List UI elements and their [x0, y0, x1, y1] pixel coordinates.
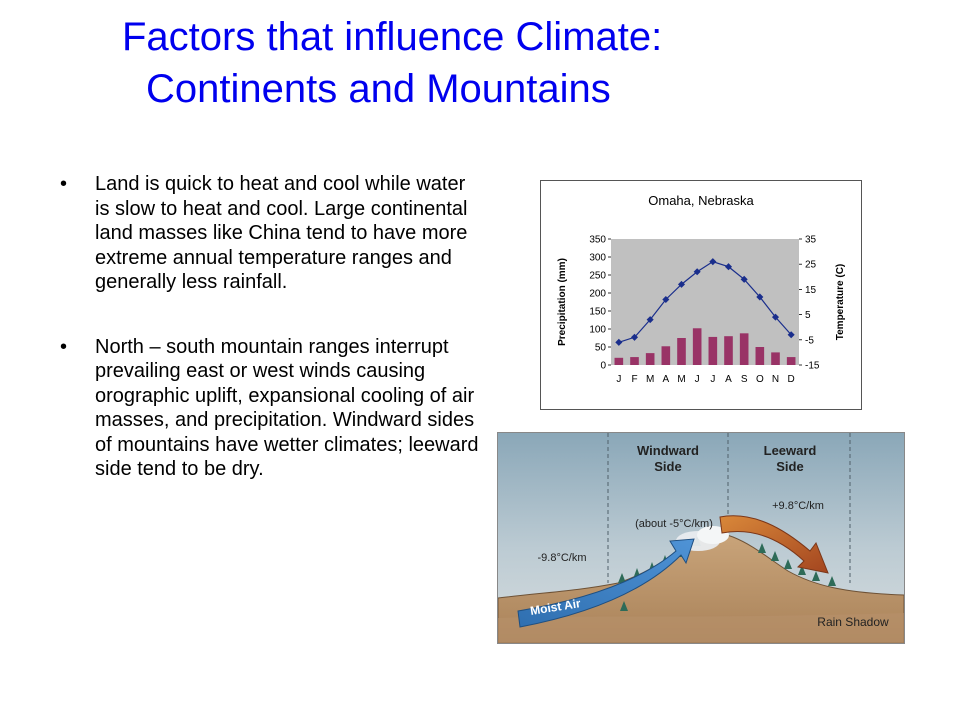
bullet-text: North – south mountain ranges interrupt … [95, 335, 479, 481]
x-tick-label: N [772, 374, 779, 385]
orographic-diagram: Windward Side Leeward Side +9.8°C/km (ab… [497, 432, 905, 644]
precipitation-bar [630, 357, 639, 365]
windward-label-line1: Windward [637, 443, 699, 458]
precipitation-bar [677, 338, 686, 365]
bullet-text: Land is quick to heat and cool while wat… [95, 173, 468, 293]
x-tick-label: M [646, 374, 654, 385]
temperature-point [771, 313, 780, 321]
x-tick-label: D [788, 374, 795, 385]
y-tick-label-left: 250 [589, 271, 606, 282]
precipitation-bar [708, 336, 718, 365]
windward-lapse-rate: -9.8°C/km [537, 552, 586, 564]
title-line-1: Factors that influence Climate: [122, 15, 663, 59]
bullet-point: • [60, 173, 68, 195]
precipitation-bar [771, 352, 780, 365]
bullet-item-continents: • Land is quick to heat and cool while w… [60, 172, 480, 295]
y-tick-label-left: 50 [595, 343, 607, 354]
y-tick-label-left: 300 [589, 253, 606, 264]
orographic-diagram-svg: Windward Side Leeward Side +9.8°C/km (ab… [498, 433, 904, 643]
precipitation-bar [661, 346, 671, 365]
bullet-point: • [60, 335, 68, 358]
y-axis-label-right: Temperature (C) [835, 264, 846, 341]
x-tick-label: A [725, 374, 732, 385]
precipitation-bar [614, 357, 624, 365]
precipitation-bar [724, 336, 733, 365]
x-tick-label: A [662, 374, 669, 385]
cloud-top [697, 526, 729, 544]
x-tick-label: J [710, 374, 715, 385]
climate-chart-svg: Omaha, Nebraska 350 300 250 200 150 100 50 0 35… [557, 193, 846, 385]
leeward-lapse-rate: +9.8°C/km [772, 500, 824, 512]
y-tick-label-left: 100 [589, 325, 606, 336]
x-tick-label: S [741, 374, 748, 385]
y-tick-label-left: 200 [589, 289, 606, 300]
precipitation-bar [755, 347, 765, 365]
y-tick-label-right: -5 [805, 335, 814, 346]
bullet-list: • Land is quick to heat and cool while w… [60, 172, 480, 522]
y-tick-label-right: 15 [805, 285, 817, 296]
leeward-label-line1: Leeward [764, 443, 817, 458]
y-tick-label-left: 150 [589, 307, 606, 318]
chart-title: Omaha, Nebraska [648, 193, 754, 208]
y-axis-label-left: Precipitation (mm) [557, 258, 568, 346]
climate-chart: Omaha, Nebraska 350 300 250 200 150 100 50 0 35… [540, 180, 862, 410]
leeward-label-line2: Side [776, 459, 803, 474]
foreground-land [498, 613, 904, 643]
dry-air-arrow [719, 515, 829, 574]
bullet-item-mountains: • North – south mountain ranges interrup… [60, 335, 480, 482]
y-tick-label-right: 5 [805, 310, 811, 321]
y-tick-label-left: 350 [589, 235, 606, 246]
moist-air-arrow [517, 538, 695, 628]
precipitation-bar [692, 328, 702, 365]
rain-shadow-label: Rain Shadow [817, 615, 889, 629]
precipitation-bar [739, 333, 749, 365]
cloud-lapse-rate: (about -5°C/km) [635, 518, 713, 530]
precipitation-bar [786, 357, 796, 365]
windward-label-line2: Side [654, 459, 681, 474]
x-tick-label: F [631, 374, 637, 385]
x-tick-label: O [756, 374, 764, 385]
precipitation-bar [645, 353, 655, 365]
y-tick-label-right: -15 [805, 361, 820, 372]
plot-area [611, 239, 799, 365]
x-tick-label: J [616, 374, 621, 385]
temperature-line [618, 261, 792, 343]
x-tick-label: M [677, 374, 685, 385]
y-tick-label-left: 0 [600, 361, 606, 372]
y-tick-label-right: 25 [805, 260, 817, 271]
temperature-point [630, 333, 639, 341]
temperature-point [677, 280, 686, 288]
title-line-2: Continents and Mountains [146, 67, 611, 111]
temperature-point [724, 263, 733, 271]
y-tick-label-right: 35 [805, 235, 817, 246]
x-tick-label: J [695, 374, 700, 385]
